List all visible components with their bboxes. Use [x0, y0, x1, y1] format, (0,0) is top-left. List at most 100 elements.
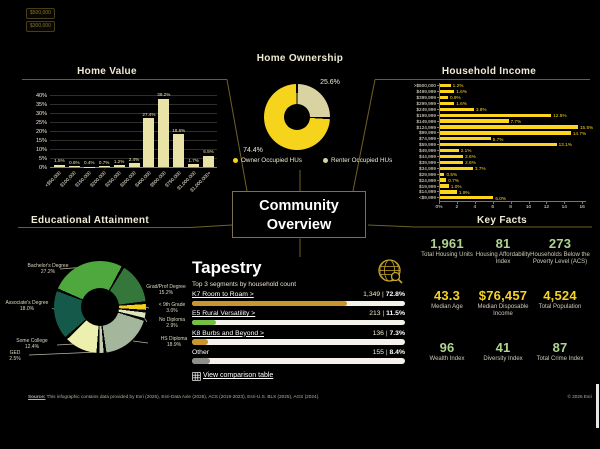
hi-bar — [440, 184, 449, 188]
home-ownership-donut-hole — [284, 104, 310, 130]
center-title-box: Community Overview — [232, 191, 366, 238]
hv-bar — [203, 155, 215, 168]
hv-bar — [53, 164, 65, 168]
scrollbar-fragment[interactable] — [596, 384, 599, 428]
hv-gridline — [50, 131, 217, 132]
hi-row-tick — [436, 185, 439, 187]
edu-slice-value: 3.0% — [166, 308, 178, 314]
edu-leader-line — [56, 343, 75, 346]
hi-xtick-label: 8 — [509, 204, 512, 210]
tapestry-segment-label[interactable]: E5 Rural Versatility > — [192, 310, 256, 318]
tapestry-segment-label[interactable]: K8 Burbs and Beyond > — [192, 329, 264, 337]
edu-slice-label: Associate's Degree — [5, 300, 49, 306]
key-fact-label: Median Age — [431, 304, 463, 310]
hi-bar-value: 1.6% — [456, 101, 467, 107]
hv-gridline — [50, 113, 217, 114]
hv-bar-value: 1.7% — [188, 157, 199, 163]
educational-attainment-donut-hole — [81, 288, 119, 326]
hi-row-tick — [436, 161, 439, 163]
hi-category-label: $149,999 — [416, 118, 436, 124]
hi-category-label: $59,999 — [419, 142, 436, 148]
edu-callout: < 9th Grade 3.0% — [144, 302, 200, 314]
hi-row-tick — [436, 144, 439, 145]
hi-bar — [440, 131, 571, 135]
edu-slice-label: Some College — [16, 338, 48, 344]
hi-row-tick — [436, 167, 439, 169]
renter-legend-dot-icon — [323, 158, 328, 163]
renter-legend-label: Renter Occupied HUs — [331, 157, 393, 164]
owner-legend-label: Owner Occupied HUs — [241, 157, 302, 164]
hi-category-label: <$9,999 — [418, 195, 436, 201]
hi-bar — [440, 196, 494, 200]
edu-slice-value: 15.2% — [158, 290, 174, 296]
hi-bar-value: 14.7% — [572, 130, 587, 136]
hi-bar — [440, 119, 509, 123]
hi-category-label: $499,999 — [416, 89, 436, 95]
hv-bar-value: 18.6% — [172, 127, 186, 133]
hi-bar-value: 1.2% — [452, 83, 464, 89]
hv-bar — [128, 163, 140, 168]
tapestry-bar-fill — [192, 319, 217, 326]
hi-row-tick — [436, 85, 439, 86]
hi-row-tick — [436, 156, 439, 157]
hv-bar — [158, 98, 170, 168]
edu-callout: Grad/Prof Degree 15.2% — [134, 284, 198, 296]
hv-ytick-label: 5% — [39, 155, 47, 162]
hv-gridline — [50, 122, 217, 123]
tapestry-segment-label[interactable]: K7 Room to Roam > — [192, 291, 254, 298]
key-fact-value: 273 — [548, 236, 572, 251]
owner-share-label: 74.4% — [243, 147, 263, 154]
hi-bar-value: 3.8% — [475, 107, 487, 112]
hv-gridline — [50, 158, 217, 159]
edu-callout: Some College 12.4% — [6, 338, 58, 350]
source-note: Source: This infographic contains data p… — [28, 394, 319, 399]
hi-row-tick — [436, 108, 439, 110]
hi-category-label: $29,999 — [419, 171, 436, 177]
hi-bar — [440, 166, 473, 170]
hi-bar — [440, 172, 445, 176]
tapestry-pct: 72.8% — [385, 291, 405, 298]
home-value-title: Home Value — [77, 66, 137, 77]
edu-slice-value: 18.0% — [19, 306, 35, 312]
hi-row-tick — [436, 97, 439, 98]
tapestry-count: 155 | — [372, 348, 390, 356]
hi-xtick — [456, 201, 458, 204]
hi-category-label: $49,999 — [419, 148, 436, 154]
hi-xtick-label: 4 — [473, 204, 477, 210]
hi-xtick-label: 0% — [435, 204, 443, 210]
hv-bar-value: 0.7% — [98, 159, 110, 165]
tapestry-bar-fill — [192, 339, 208, 345]
hi-xtick-label: 10 — [525, 204, 532, 210]
view-comparison-table-link[interactable]: View comparison table — [203, 372, 274, 379]
hi-category-label: $34,999 — [419, 165, 436, 171]
key-fact-value: 4,524 — [543, 288, 577, 303]
tapestry-title: Tapestry — [192, 258, 262, 277]
hi-bar — [440, 95, 448, 100]
hi-xtick — [582, 201, 584, 204]
hi-bar-value: 5.7% — [492, 136, 504, 142]
hi-row-tick — [436, 138, 439, 140]
tapestry-count: 136 | — [372, 329, 390, 337]
hv-ytick-label: 20% — [35, 128, 47, 135]
source-text: This infographic contains data provided … — [45, 394, 320, 399]
hi-bar — [440, 84, 451, 88]
hv-bar-value: 1.5% — [54, 158, 65, 164]
hi-bar-value: 3.7% — [474, 166, 486, 171]
hv-gridline — [50, 167, 217, 168]
educational-attainment-donut — [54, 261, 146, 353]
tapestry-count: 1,349 | — [363, 291, 386, 298]
center-title-line1: Community — [259, 198, 339, 214]
edu-slice-label: GED — [9, 350, 21, 356]
comparison-table-icon[interactable] — [192, 372, 201, 381]
key-fact-label: Median Disposable Income — [477, 304, 529, 318]
center-title-line2: Overview — [266, 217, 332, 233]
hi-category-label: $124,999 — [416, 124, 436, 130]
hv-gridline — [50, 149, 217, 150]
hv-bar — [173, 134, 185, 168]
tapestry-pct: 8.4% — [389, 348, 406, 356]
hi-row-tick — [436, 126, 439, 128]
hi-y-axis — [439, 83, 440, 202]
key-fact-value: $76,457 — [478, 288, 528, 303]
hi-bar — [440, 148, 459, 153]
